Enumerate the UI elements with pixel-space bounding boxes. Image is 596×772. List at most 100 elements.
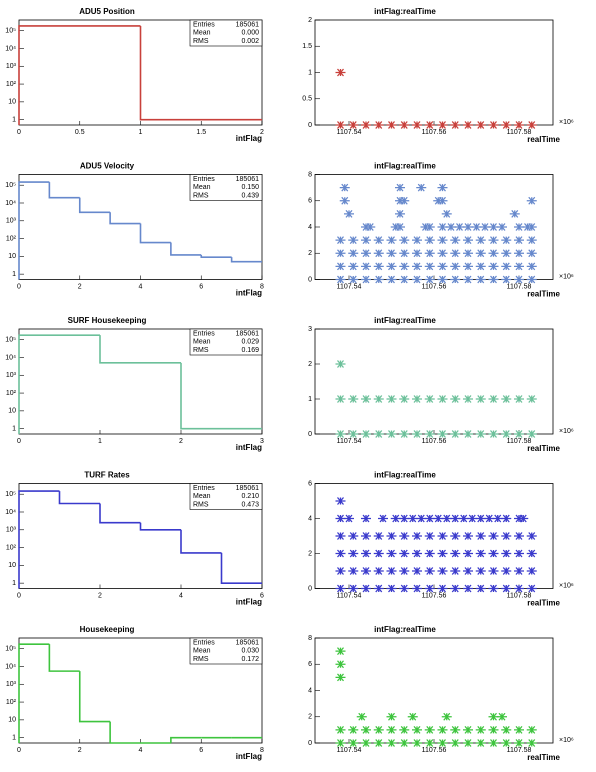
histogram-bin: [170, 242, 202, 256]
scatter-point: [501, 725, 512, 734]
scatter-point: [501, 549, 512, 558]
scatter-point: [488, 430, 499, 438]
scatter-point: [509, 209, 520, 218]
scatter-point: [514, 739, 524, 747]
x-tick-label: 1107.58: [507, 438, 532, 445]
stats-box: [189, 328, 263, 356]
scatter-point: [335, 430, 346, 438]
y-tick-label: 1.5: [302, 43, 312, 50]
scatter-point: [437, 584, 448, 593]
scatter-point: [437, 725, 448, 734]
chart-title: intFlag:realTime: [374, 316, 436, 325]
chart-title: intFlag:realTime: [374, 7, 436, 16]
y-tick-label: 3: [308, 326, 312, 333]
y-tick-label: 10: [8, 717, 16, 724]
x-exponent: ×10⁶: [559, 119, 574, 126]
scatter-point: [361, 275, 371, 284]
x-tick-label: 0: [17, 747, 21, 754]
scatter-point: [424, 532, 435, 540]
scatter-point: [373, 275, 384, 284]
histogram-bin: [139, 25, 262, 121]
y-tick-label: 10²: [6, 235, 17, 242]
scatter-point: [412, 430, 422, 438]
stats-value: 0.029: [241, 339, 259, 346]
scatter-point: [463, 262, 473, 271]
scatter-point: [450, 395, 461, 403]
y-tick-label: 6: [308, 198, 312, 205]
scatter-point: [335, 262, 346, 271]
y-tick-label: 1: [12, 116, 16, 123]
scatter-point: [441, 712, 452, 721]
scatter-point: [450, 430, 461, 438]
histogram-bin: [48, 644, 80, 672]
scatter-point: [335, 725, 346, 734]
stats-value: 0.000: [241, 30, 259, 37]
histogram-bin: [48, 182, 80, 199]
scatter-point: [335, 395, 346, 403]
scatter-point: [437, 395, 448, 403]
y-tick-label: 10: [8, 562, 16, 569]
scatter-point: [335, 497, 346, 505]
scatter-point: [450, 584, 461, 593]
x-tick-label: 1107.54: [337, 747, 362, 754]
y-tick-label: 10²: [6, 390, 17, 397]
scatter-point: [399, 262, 410, 271]
y-tick-label: 10⁴: [5, 45, 16, 52]
x-tick-label: 2: [260, 129, 264, 136]
x-axis-label: realTime: [527, 135, 560, 144]
y-tick-label: 6: [308, 661, 312, 668]
scatter-point: [475, 514, 486, 523]
stats-value: 0.169: [241, 347, 259, 354]
scatter-point: [488, 236, 499, 245]
x-tick-label: 0: [17, 129, 21, 136]
scatter-point: [475, 121, 486, 129]
scatter-point: [488, 739, 499, 747]
scatter-point: [450, 236, 461, 245]
y-tick-label: 0: [308, 740, 312, 747]
scatter-point: [373, 121, 384, 129]
scatter-point: [501, 567, 512, 575]
scatter-point: [344, 514, 354, 523]
histogram-bin: [200, 254, 232, 258]
y-tick-label: 8: [308, 635, 312, 642]
stats-label: RMS: [193, 38, 209, 45]
scatter-point: [514, 249, 524, 258]
scatter-point: [412, 236, 422, 245]
histogram-bin: [109, 212, 141, 225]
stats-value: 0.172: [241, 656, 259, 663]
scatter-point: [437, 739, 448, 747]
scatter-point: [386, 121, 397, 129]
scatter-point: [407, 514, 418, 523]
y-tick-label: 10⁴: [5, 509, 16, 516]
scatter-point: [399, 430, 410, 438]
scatter-point: [514, 532, 524, 540]
scatter-point: [361, 514, 371, 523]
scatter-point: [348, 121, 359, 129]
scatter-point: [475, 236, 486, 245]
scatter-point: [386, 262, 397, 271]
x-axis-label: intFlag: [236, 752, 262, 761]
scatter-point: [373, 430, 384, 438]
histogram-bin: [18, 490, 60, 589]
scatter-point: [386, 236, 397, 245]
chart-title: ADU5 Position: [79, 7, 135, 16]
y-tick-label: 8: [308, 171, 312, 178]
scatter-point: [356, 712, 367, 721]
scatter-point: [437, 223, 448, 231]
stats-label: Entries: [193, 485, 215, 492]
scatter-point: [348, 430, 359, 438]
scatter-point: [480, 223, 490, 231]
scatter-point: [475, 725, 486, 734]
scatter-point: [488, 223, 499, 231]
x-tick-label: 1107.58: [507, 129, 532, 136]
scatter-point: [475, 249, 486, 258]
scatter-point: [450, 262, 461, 271]
histogram-bin: [99, 503, 141, 524]
scatter-point: [412, 249, 422, 258]
y-tick-label: 10³: [6, 218, 17, 225]
histogram-bin: [18, 334, 100, 434]
scatter-point: [526, 584, 537, 593]
x-exponent: ×10⁶: [559, 582, 574, 589]
scatter-point: [488, 262, 499, 271]
x-tick-label: 1107.56: [422, 747, 447, 754]
